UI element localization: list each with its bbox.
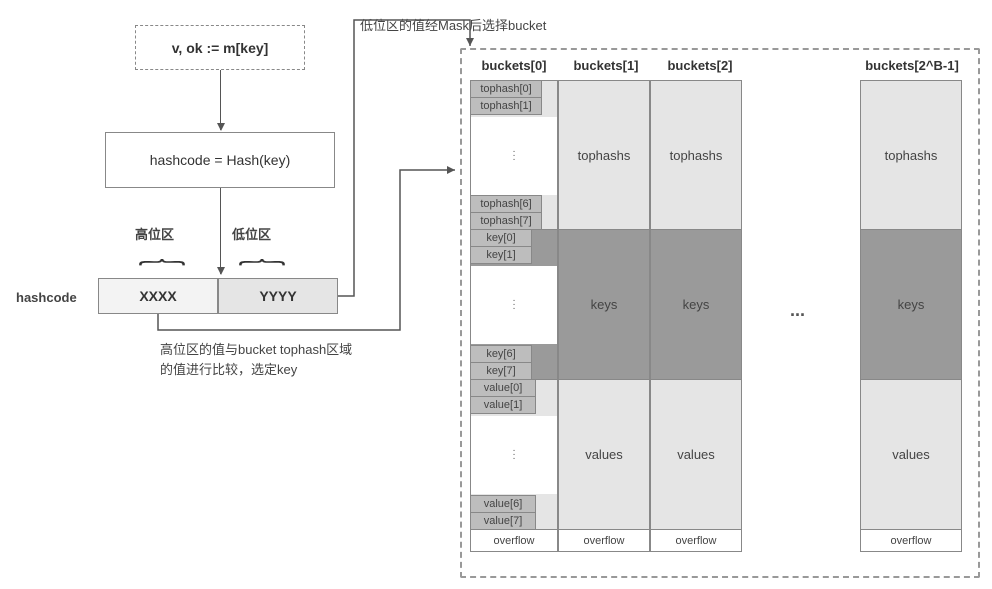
- low-region-label: 低位区: [232, 224, 271, 243]
- bucket-ellipsis: ...: [790, 300, 805, 321]
- hash-text: hashcode = Hash(key): [150, 152, 290, 168]
- bucket-header-1: buckets[1]: [560, 58, 652, 73]
- col0-tophash-0: tophash[0]: [470, 80, 542, 98]
- col2-values: values: [650, 380, 742, 530]
- high-value-box: XXXX: [98, 278, 218, 314]
- arrow-hash-to-split: [220, 188, 221, 274]
- bucket-header-0: buckets[0]: [470, 58, 558, 73]
- col0-tophash-1: tophash[1]: [470, 97, 542, 115]
- col0-key-6: key[6]: [470, 345, 532, 363]
- high-value: XXXX: [139, 288, 176, 304]
- col0-key-7: key[7]: [470, 362, 532, 380]
- col2-keys: keys: [650, 230, 742, 380]
- curly-left: ︷: [138, 244, 186, 268]
- bucket-col-1: tophashs keys values overflow: [558, 80, 650, 552]
- col1-tophashs: tophashs: [558, 80, 650, 230]
- col0-key-1: key[1]: [470, 246, 532, 264]
- col0-value-0: value[0]: [470, 379, 536, 397]
- col1-keys: keys: [558, 230, 650, 380]
- col0-values-section: value[0] value[1] ··· value[6] value[7]: [470, 380, 558, 530]
- col1-values: values: [558, 380, 650, 530]
- low-value: YYYY: [259, 288, 296, 304]
- col0-value-dots: ···: [471, 416, 557, 494]
- col0-keys-section: key[0] key[1] ··· key[6] key[7]: [470, 230, 558, 380]
- col2-overflow: overflow: [650, 530, 742, 552]
- col0-value-7: value[7]: [470, 512, 536, 530]
- col0-value-1: value[1]: [470, 396, 536, 414]
- col0-tophash-7: tophash[7]: [470, 212, 542, 230]
- coln-tophashs: tophashs: [860, 80, 962, 230]
- col0-key-dots: ···: [471, 266, 557, 344]
- high-region-label: 高位区: [135, 224, 174, 243]
- coln-overflow: overflow: [860, 530, 962, 552]
- bucket-header-n: buckets[2^B-1]: [856, 58, 968, 73]
- bucket-header-2: buckets[2]: [654, 58, 746, 73]
- col0-key-0: key[0]: [470, 229, 532, 247]
- bucket-col-0: tophash[0] tophash[1] ··· tophash[6] top…: [470, 80, 558, 552]
- coln-keys: keys: [860, 230, 962, 380]
- arrow-code-to-hash: [220, 70, 221, 130]
- col0-value-6: value[6]: [470, 495, 536, 513]
- bucket-col-n: tophashs keys values overflow: [860, 80, 962, 552]
- hashcode-label: hashcode: [16, 290, 77, 305]
- col0-overflow: overflow: [470, 530, 558, 552]
- curly-right: ︷: [238, 244, 286, 268]
- col2-tophashs: tophashs: [650, 80, 742, 230]
- hash-box: hashcode = Hash(key): [105, 132, 335, 188]
- col1-overflow: overflow: [558, 530, 650, 552]
- bucket-col-2: tophashs keys values overflow: [650, 80, 742, 552]
- col0-tophash-6: tophash[6]: [470, 195, 542, 213]
- code-box: v, ok := m[key]: [135, 25, 305, 70]
- coln-values: values: [860, 380, 962, 530]
- col0-tophash-dots: ···: [471, 117, 557, 195]
- note-bottom: 高位区的值与bucket tophash区域 的值进行比较，选定key: [160, 340, 410, 379]
- col0-tophash-section: tophash[0] tophash[1] ··· tophash[6] top…: [470, 80, 558, 230]
- code-text: v, ok := m[key]: [172, 40, 269, 56]
- note-top: 低位区的值经Mask后选择bucket: [360, 15, 546, 34]
- low-value-box: YYYY: [218, 278, 338, 314]
